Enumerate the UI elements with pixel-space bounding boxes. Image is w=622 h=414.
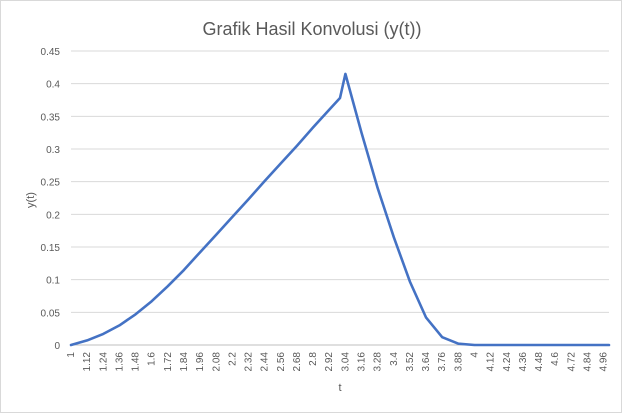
- series-line: [69, 72, 611, 347]
- y-axis-ticks: 0 0.05 0.1 0.15 0.2 0.25 0.3 0.35 0.4 0.45: [41, 47, 61, 352]
- chart-title: Grafik Hasil Konvolusi (y(t)): [202, 19, 421, 39]
- x-tick-label: 3.76: [437, 352, 448, 372]
- series-group: [69, 72, 611, 347]
- x-tick-label: 2.92: [324, 352, 335, 372]
- x-tick-label: 1: [66, 352, 77, 358]
- x-tick-label: 1.72: [163, 352, 174, 372]
- x-axis-label: t: [338, 382, 341, 394]
- gridlines: [71, 50, 609, 346]
- x-tick-label: 4.36: [518, 352, 529, 372]
- x-tick-label: 2.32: [244, 352, 255, 372]
- x-tick-label: 3.28: [373, 352, 384, 372]
- y-tick-label: 0.05: [41, 308, 61, 319]
- x-tick-label: 1.24: [98, 352, 109, 372]
- x-tick-label: 1.12: [82, 352, 93, 372]
- x-tick-label: 2.56: [276, 352, 287, 372]
- y-tick-label: 0.35: [41, 112, 61, 123]
- x-tick-label: 2.44: [260, 352, 271, 372]
- x-tick-label: 2.2: [227, 352, 238, 366]
- x-tick-label: 1.84: [179, 352, 190, 372]
- x-tick-label: 3.64: [421, 352, 432, 372]
- x-tick-label: 1.36: [114, 352, 125, 372]
- y-tick-label: 0.25: [41, 178, 61, 189]
- x-tick-label: 1.96: [195, 352, 206, 372]
- y-tick-label: 0.4: [46, 80, 60, 91]
- x-tick-label: 4.24: [502, 352, 513, 372]
- x-tick-label: 4.48: [534, 352, 545, 372]
- x-tick-label: 4.6: [550, 352, 561, 366]
- x-tick-label: 3.16: [357, 352, 368, 372]
- x-tick-label: 2.8: [308, 352, 319, 366]
- y-tick-label: 0.15: [41, 243, 61, 254]
- y-tick-label: 0.3: [46, 145, 60, 156]
- y-tick-label: 0.1: [46, 276, 60, 287]
- x-tick-label: 1.48: [131, 352, 142, 372]
- x-tick-label: 4.12: [486, 352, 497, 372]
- x-tick-label: 3.52: [405, 352, 416, 372]
- x-tick-label: 2.68: [292, 352, 303, 372]
- y-tick-label: 0: [54, 341, 60, 352]
- y-axis-label: y(t): [25, 192, 37, 208]
- y-tick-label: 0.45: [41, 47, 61, 58]
- y-tick-label: 0.2: [46, 210, 60, 221]
- x-tick-label: 1.6: [147, 352, 158, 366]
- x-tick-label: 3.4: [389, 352, 400, 366]
- x-tick-label: 4.72: [566, 352, 577, 372]
- x-tick-label: 4.96: [599, 352, 610, 372]
- x-tick-label: 2.08: [211, 352, 222, 372]
- x-axis-ticks: 1 1.12 1.24 1.36 1.48 1.6 1.72 1.84 1.96 2.08 2.2 2…: [66, 352, 610, 372]
- x-tick-label: 4.84: [582, 352, 593, 372]
- x-tick-label: 3.88: [453, 352, 464, 372]
- x-tick-label: 3.04: [340, 352, 351, 372]
- x-tick-label: 4: [470, 352, 481, 358]
